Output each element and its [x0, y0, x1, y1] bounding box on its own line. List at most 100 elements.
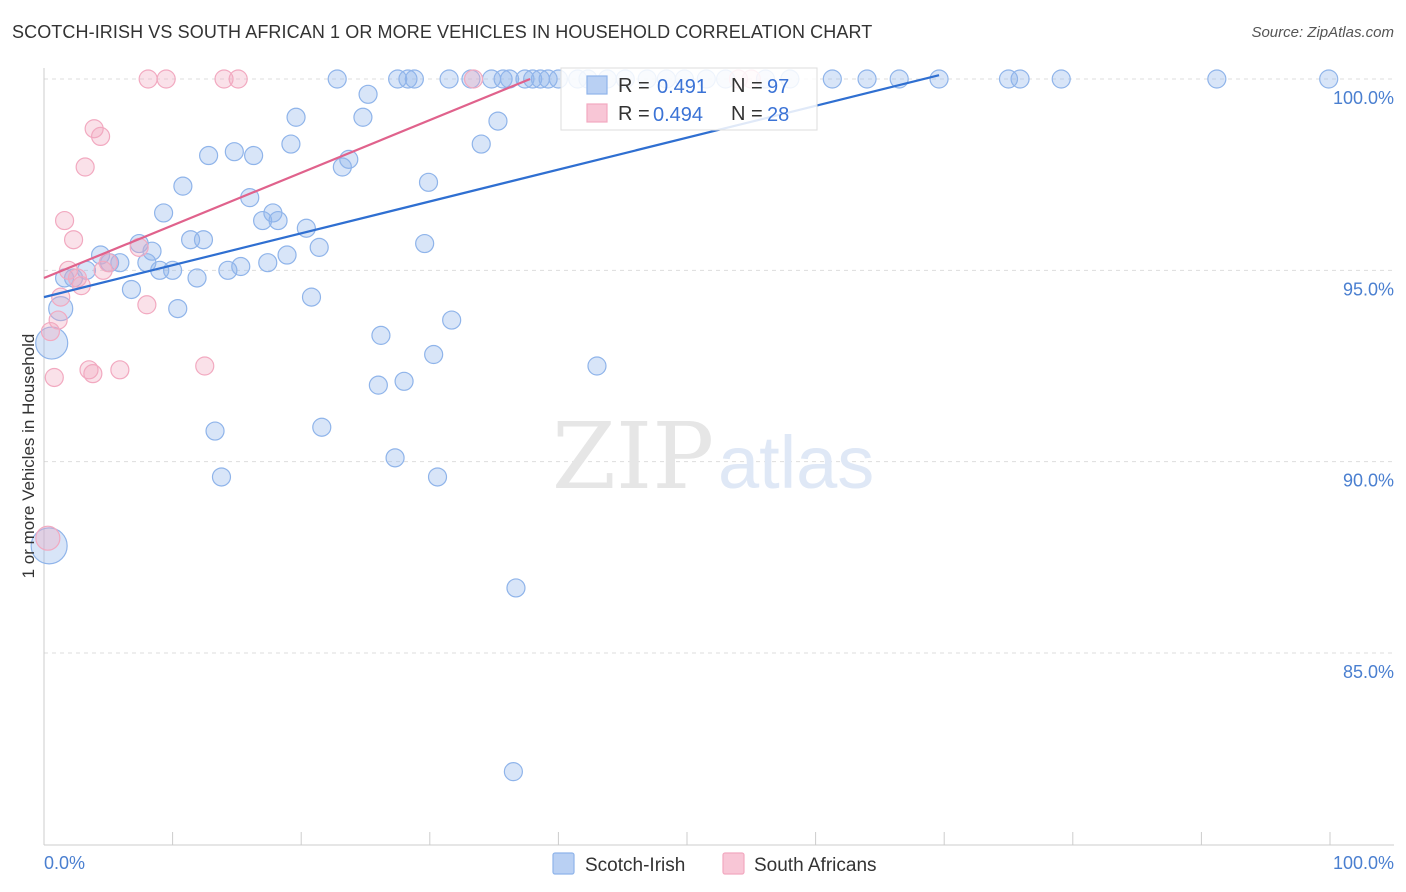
point-scotch-irish-49: [394, 371, 414, 391]
point-scotch-irish-44: [358, 84, 378, 104]
point-scotch-irish-38: [309, 237, 329, 257]
point-scotch-irish-12: [142, 241, 162, 261]
point-scotch-irish-57: [442, 310, 462, 330]
legend-r-value-scotch-irish: 0.491: [657, 76, 707, 98]
point-scotch-irish-33: [277, 245, 297, 265]
point-scotch-irish-48: [388, 69, 408, 89]
point-south-africans-22: [195, 356, 215, 376]
y-tick-labels: 100.0% 95.0% 90.0% 85.0%: [1333, 88, 1394, 682]
point-scotch-irish-9: [121, 279, 142, 300]
point-south-africans-3: [48, 310, 68, 330]
legend-n-value-south-africans: 28: [767, 104, 789, 126]
y-tick-label-3: 85.0%: [1343, 662, 1394, 682]
point-south-africans-17: [110, 360, 130, 380]
point-scotch-irish-45: [368, 375, 388, 395]
point-scotch-irish-20: [193, 230, 214, 250]
watermark-zip: ZIP: [552, 403, 714, 510]
point-scotch-irish-91: [1319, 69, 1339, 89]
legend-swatch-scotch-irish: [586, 75, 608, 95]
point-scotch-irish-86: [929, 69, 949, 89]
point-scotch-irish-64: [503, 762, 523, 782]
point-south-africans-13: [84, 119, 104, 139]
y-tick-label-0: 100.0%: [1333, 88, 1394, 108]
point-scotch-irish-22: [205, 421, 225, 441]
stats-legend: R = 0.491 N = 97 R = 0.494 N = 28: [560, 67, 818, 131]
point-scotch-irish-16: [153, 203, 174, 223]
point-scotch-irish-28: [244, 145, 264, 166]
point-south-africans-23: [214, 69, 234, 89]
series-legend-label-south-africans: South Africans: [754, 855, 877, 876]
point-scotch-irish-17: [173, 176, 193, 196]
point-scotch-irish-50: [398, 69, 418, 89]
point-scotch-irish-43: [353, 107, 373, 127]
grid-layer: [44, 78, 1394, 654]
point-scotch-irish-25: [224, 142, 244, 162]
point-south-africans-2: [44, 367, 64, 388]
point-scotch-irish-65: [506, 578, 526, 598]
point-scotch-irish-61: [488, 111, 508, 131]
point-south-africans-12: [83, 364, 103, 384]
point-south-africans-5: [54, 210, 75, 231]
point-scotch-irish-62: [493, 69, 513, 89]
point-scotch-irish-69: [538, 69, 558, 89]
point-scotch-irish-56: [439, 69, 459, 89]
legend-r-label-1: R =: [618, 75, 650, 97]
point-scotch-irish-39: [312, 417, 332, 437]
point-south-africans-7: [63, 230, 84, 250]
y-tick-label-2: 90.0%: [1343, 471, 1394, 491]
legend-r-label-2: R =: [618, 103, 650, 125]
point-south-africans-25: [463, 69, 484, 89]
point-scotch-irish-47: [385, 448, 405, 468]
legend-swatch-south-africans: [586, 103, 608, 123]
point-scotch-irish-30: [258, 253, 278, 273]
x-tick-label-right: 100.0%: [1333, 853, 1394, 873]
point-scotch-irish-23: [211, 467, 232, 487]
y-tick-label-1: 95.0%: [1343, 279, 1394, 299]
point-scotch-irish-24: [218, 260, 238, 280]
point-scotch-irish-89: [1051, 69, 1071, 89]
x-tick-marks: [43, 832, 1331, 845]
point-south-africans-1: [40, 321, 61, 342]
chart-source: Source: ZipAtlas.com: [1251, 24, 1394, 41]
point-south-africans-20: [138, 69, 158, 89]
point-south-africans-10: [75, 157, 95, 177]
point-scotch-irish-34: [281, 134, 301, 154]
point-scotch-irish-53: [418, 172, 439, 192]
point-scotch-irish-29: [253, 210, 273, 231]
point-scotch-irish-26: [231, 256, 251, 277]
point-scotch-irish-67: [523, 69, 543, 89]
point-scotch-irish-21: [199, 145, 219, 166]
point-south-africans-24: [228, 69, 248, 89]
axis-layer: [43, 68, 1394, 846]
point-scotch-irish-35: [286, 107, 306, 127]
point-south-africans-14: [90, 126, 111, 146]
point-scotch-irish-84: [857, 69, 877, 89]
point-scotch-irish-87: [998, 69, 1019, 89]
legend-n-label-1: N =: [731, 75, 763, 97]
point-scotch-irish-46: [371, 325, 391, 345]
point-scotch-irish-32: [268, 210, 288, 231]
point-scotch-irish-41: [332, 157, 352, 177]
series-legend-label-scotch-irish: Scotch-Irish: [585, 855, 685, 876]
watermark-atlas: atlas: [718, 421, 874, 504]
point-scotch-irish-19: [187, 268, 207, 288]
series-legend: Scotch-Irish South Africans: [552, 852, 877, 876]
legend-r-value-south-africans: 0.494: [653, 104, 703, 126]
legend-n-value-scotch-irish: 97: [767, 76, 789, 98]
y-axis-label: 1 or more Vehicles in Household: [19, 334, 38, 579]
point-scotch-irish-73: [587, 356, 607, 376]
point-scotch-irish-51: [404, 69, 424, 89]
series-legend-swatch-scotch-irish: [552, 852, 575, 875]
point-scotch-irish-8: [110, 253, 130, 273]
point-scotch-irish-40: [327, 69, 347, 89]
point-scotch-irish-88: [1010, 69, 1030, 89]
point-south-africans-0: [35, 525, 61, 551]
point-scotch-irish-1: [30, 527, 68, 565]
chart-title: SCOTCH-IRISH VS SOUTH AFRICAN 1 OR MORE …: [12, 22, 873, 42]
point-south-africans-16: [98, 253, 118, 273]
point-scotch-irish-59: [471, 134, 491, 154]
trend-line-south-africans: [43, 77, 531, 280]
point-scotch-irish-90: [1207, 69, 1227, 89]
point-scotch-irish-54: [424, 344, 444, 365]
